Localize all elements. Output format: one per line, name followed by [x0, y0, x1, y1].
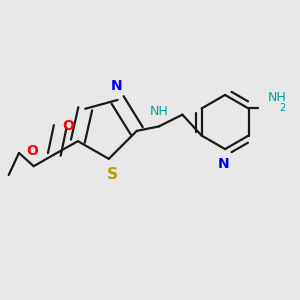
Text: N: N	[110, 79, 122, 93]
Text: O: O	[26, 144, 38, 158]
Text: NH: NH	[149, 105, 168, 118]
Text: S: S	[107, 167, 118, 182]
Text: N: N	[218, 158, 230, 171]
Text: 2: 2	[280, 103, 286, 112]
Text: O: O	[62, 119, 74, 134]
Text: NH: NH	[268, 91, 286, 104]
